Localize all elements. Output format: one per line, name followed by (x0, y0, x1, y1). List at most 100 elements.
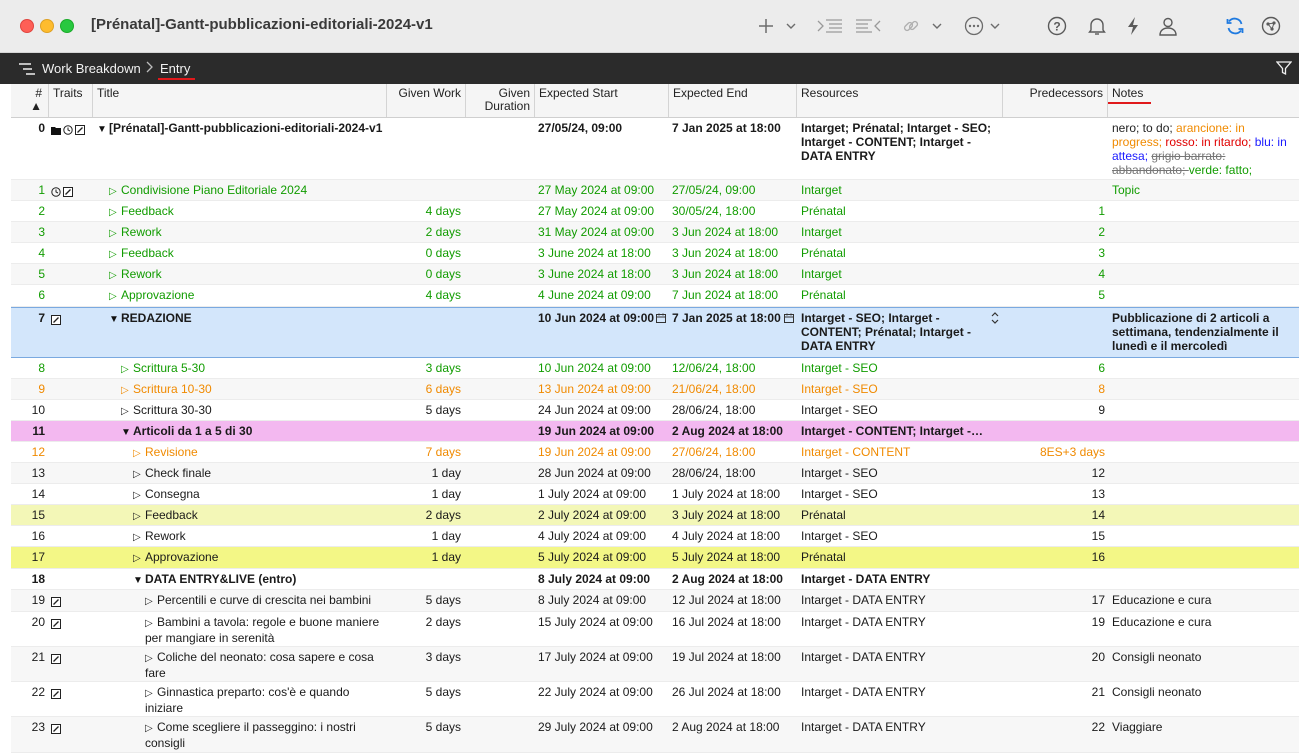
row-expected-start[interactable]: 8 July 2024 at 09:00 (538, 593, 647, 607)
row-predecessors[interactable]: 22 (1091, 720, 1105, 734)
network-icon[interactable] (1260, 14, 1282, 38)
row-title[interactable]: ▷ Percentili e curve di crescita nei bamb… (145, 593, 383, 609)
disclosure-collapsed-icon[interactable]: ▷ (145, 688, 153, 699)
row-given-work[interactable]: 5 days (425, 593, 461, 607)
row-predecessors[interactable]: 3 (1098, 246, 1105, 260)
disclosure-collapsed-icon[interactable]: ▷ (145, 618, 153, 629)
row-predecessors[interactable]: 15 (1091, 529, 1105, 543)
row-notes[interactable]: Consigli neonato (1112, 650, 1202, 664)
column-header-notes[interactable]: Notes (1112, 86, 1144, 100)
row-expected-end[interactable]: 2 Aug 2024 at 18:00 (672, 424, 783, 438)
row-given-work[interactable]: 3 days (425, 361, 461, 375)
table-row[interactable]: 6 ▷ Approvazione 4 days 4 June 2024 at 09:00… (11, 285, 1299, 307)
row-resources[interactable]: Intarget - SEO (801, 382, 878, 396)
column-header-expected-start[interactable]: Expected Start (535, 84, 669, 117)
more-icon[interactable] (962, 14, 986, 38)
row-given-work[interactable]: 5 days (425, 720, 461, 734)
table-row[interactable]: 1 ▷ Condivisione Piano Editoriale 2024 27 M… (11, 180, 1299, 201)
help-icon[interactable]: ? (1046, 14, 1068, 38)
row-title[interactable]: ▷ Feedback (133, 508, 383, 524)
table-row[interactable]: 9 ▷ Scrittura 10-30 6 days 13 Jun 2024 at 09… (11, 379, 1299, 400)
disclosure-collapsed-icon[interactable]: ▷ (109, 270, 117, 281)
row-expected-end[interactable]: 27/05/24, 09:00 (672, 183, 756, 197)
row-expected-start[interactable]: 3 June 2024 at 18:00 (538, 246, 651, 260)
row-resources[interactable]: Intarget - DATA ENTRY (801, 593, 926, 607)
row-given-work[interactable]: 5 days (425, 685, 461, 699)
disclosure-collapsed-icon[interactable]: ▷ (133, 448, 141, 459)
row-given-work[interactable]: 7 days (425, 445, 461, 459)
table-row[interactable]: 23 ▷ Come scegliere il passeggino: i nostr… (11, 717, 1299, 753)
row-notes[interactable]: nero; to do; arancione: in progress; ros… (1112, 121, 1298, 177)
row-title[interactable]: ▷ Feedback (109, 204, 383, 220)
row-predecessors[interactable]: 19 (1091, 615, 1105, 629)
disclosure-collapsed-icon[interactable]: ▷ (121, 406, 129, 417)
row-expected-start[interactable]: 27/05/24, 09:00 (538, 121, 623, 135)
row-given-work[interactable]: 2 days (425, 225, 461, 239)
row-expected-end[interactable]: 12 Jul 2024 at 18:00 (672, 593, 781, 607)
row-resources[interactable]: Intarget (801, 183, 842, 197)
row-resources[interactable]: Intarget - SEO (801, 403, 878, 417)
row-resources[interactable]: Prénatal (801, 288, 846, 302)
row-predecessors[interactable]: 13 (1091, 487, 1105, 501)
link-icon[interactable] (900, 14, 922, 38)
column-header-given-duration[interactable]: Given Duration (466, 84, 535, 117)
chevron-down-icon[interactable] (930, 14, 944, 38)
row-expected-end[interactable]: 3 Jun 2024 at 18:00 (672, 267, 779, 281)
disclosure-collapsed-icon[interactable]: ▷ (109, 228, 117, 239)
row-expected-end[interactable]: 4 July 2024 at 18:00 (672, 529, 781, 543)
row-given-work[interactable]: 4 days (425, 288, 461, 302)
row-title[interactable]: ▷ Coliche del neonato: cosa sapere e cosa… (145, 650, 383, 680)
table-row[interactable]: 18 ▼ DATA ENTRY&LIVE (entro) 8 July 2024 at… (11, 569, 1299, 590)
disclosure-collapsed-icon[interactable]: ▷ (109, 291, 117, 302)
row-expected-start[interactable]: 19 Jun 2024 at 09:00 (538, 445, 651, 459)
row-expected-start[interactable]: 31 May 2024 at 09:00 (538, 225, 655, 239)
row-predecessors[interactable]: 2 (1098, 225, 1105, 239)
row-title[interactable]: ▷ Approvazione (133, 550, 383, 566)
column-header-traits[interactable]: Traits (49, 84, 93, 117)
zoom-window-button[interactable] (60, 19, 74, 33)
chevron-down-icon[interactable] (784, 14, 798, 38)
row-predecessors[interactable]: 21 (1091, 685, 1105, 699)
row-expected-end[interactable]: 26 Jul 2024 at 18:00 (672, 685, 781, 699)
row-title[interactable]: ▷ Check finale (133, 466, 383, 482)
bolt-icon[interactable] (1122, 14, 1144, 38)
row-resources[interactable]: Intarget; Prénatal; Intarget - SEO; Inta… (801, 121, 992, 163)
row-expected-start[interactable]: 5 July 2024 at 09:00 (538, 550, 647, 564)
disclosure-collapsed-icon[interactable]: ▷ (109, 207, 117, 218)
row-notes[interactable]: Educazione e cura (1112, 615, 1212, 629)
close-window-button[interactable] (20, 19, 34, 33)
table-row[interactable]: 0 ▼ [Prénatal]-Gantt-pubblicazioni-editori… (11, 118, 1299, 180)
row-title[interactable]: ▷ Come scegliere il passeggino: i nostri … (145, 720, 383, 750)
row-resources[interactable]: Intarget - DATA ENTRY (801, 572, 931, 586)
row-expected-start[interactable]: 29 July 2024 at 09:00 (538, 720, 653, 734)
row-title[interactable]: ▷ Feedback (109, 246, 383, 262)
row-given-work[interactable]: 1 day (431, 529, 461, 543)
table-row[interactable]: 19 ▷ Percentili e curve di crescita nei ba… (11, 590, 1299, 612)
row-notes[interactable]: Pubblicazione di 2 articoli a settimana,… (1112, 311, 1279, 353)
column-header-predecessors[interactable]: Predecessors (1003, 84, 1108, 117)
disclosure-expanded-icon[interactable]: ▼ (109, 314, 119, 325)
disclosure-collapsed-icon[interactable]: ▷ (121, 385, 129, 396)
row-title[interactable]: ▷ Scrittura 5-30 (121, 361, 383, 377)
row-title[interactable]: ▼ Articoli da 1 a 5 di 30 (121, 424, 383, 440)
table-row[interactable]: 10 ▷ Scrittura 30-30 5 days 24 Jun 2024 at 0… (11, 400, 1299, 421)
table-row[interactable]: 13 ▷ Check finale 1 day 28 Jun 2024 at 09:00… (11, 463, 1299, 484)
row-title[interactable]: ▼ REDAZIONE (109, 311, 383, 327)
row-expected-start[interactable]: 24 Jun 2024 at 09:00 (538, 403, 651, 417)
row-expected-start[interactable]: 17 July 2024 at 09:00 (538, 650, 653, 664)
row-given-work[interactable]: 2 days (425, 615, 461, 629)
row-title[interactable]: ▷ Scrittura 30-30 (121, 403, 383, 419)
row-expected-start[interactable]: 2 July 2024 at 09:00 (538, 508, 647, 522)
breadcrumb-entry[interactable]: Entry (160, 61, 191, 76)
row-title[interactable]: ▷ Bambini a tavola: regole e buone manier… (145, 615, 383, 645)
row-expected-end[interactable]: 16 Jul 2024 at 18:00 (672, 615, 781, 629)
column-header-title[interactable]: Title (93, 84, 387, 117)
row-title[interactable]: ▷ Revisione (133, 445, 383, 461)
disclosure-expanded-icon[interactable]: ▼ (121, 427, 131, 438)
row-expected-end[interactable]: 12/06/24, 18:00 (672, 361, 756, 375)
table-row[interactable]: 14 ▷ Consegna 1 day 1 July 2024 at 09:00 1 Ju… (11, 484, 1299, 505)
row-expected-start[interactable]: 4 June 2024 at 09:00 (538, 288, 651, 302)
row-expected-start[interactable]: 28 Jun 2024 at 09:00 (538, 466, 651, 480)
row-expected-start[interactable]: 22 July 2024 at 09:00 (538, 685, 653, 699)
row-predecessors[interactable]: 9 (1098, 403, 1105, 417)
